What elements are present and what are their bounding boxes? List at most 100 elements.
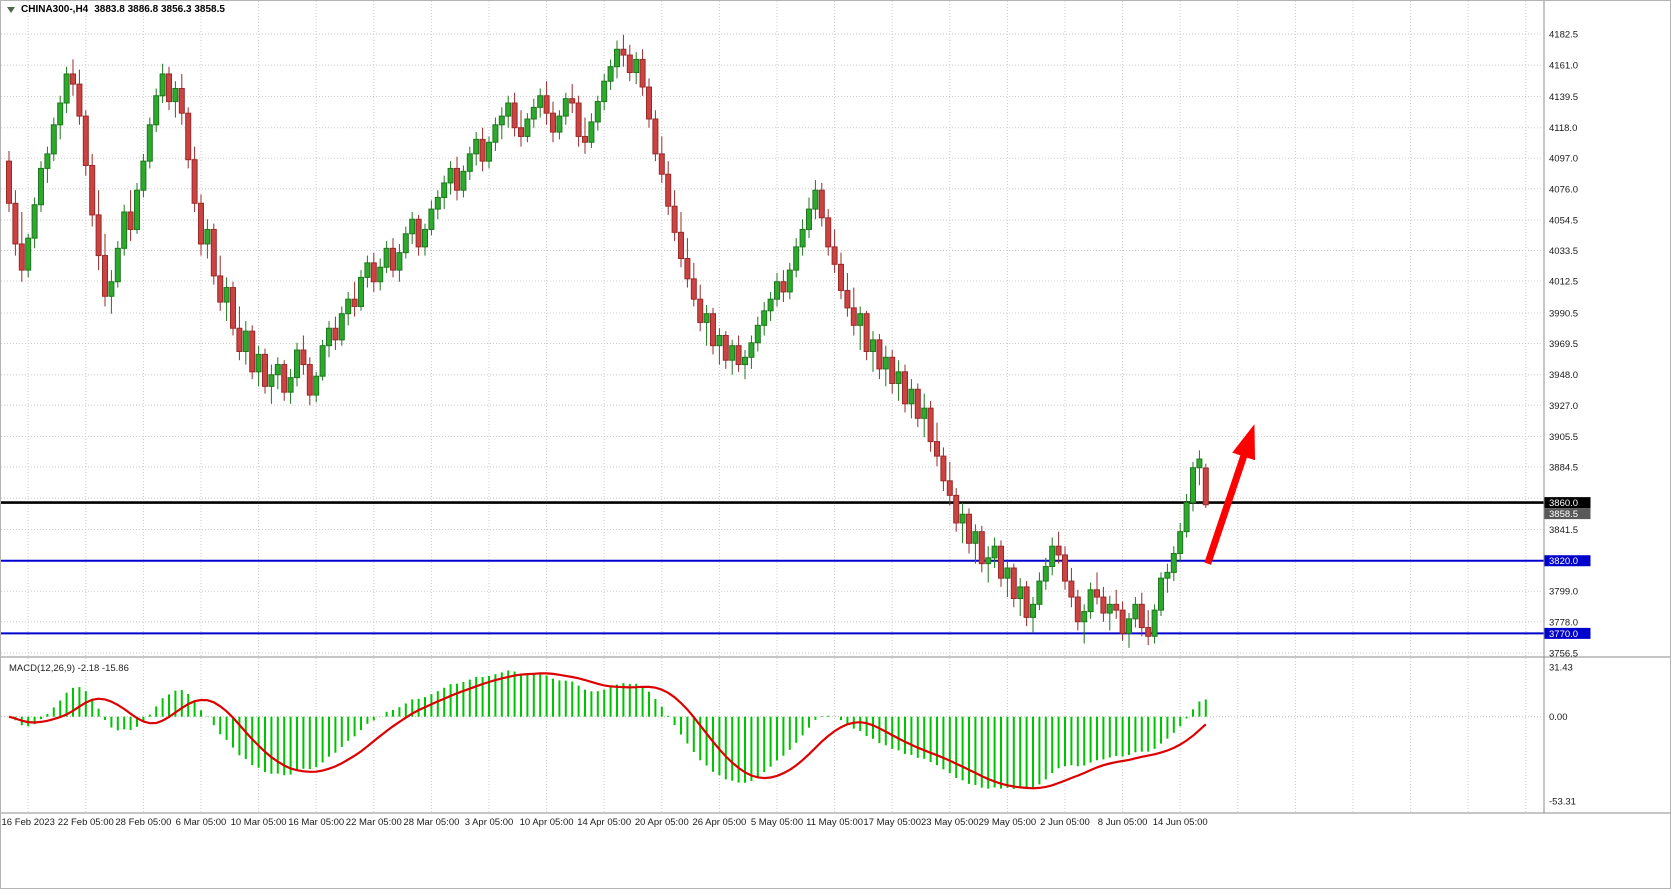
candle-body [1042,566,1049,582]
price-tick-label: 3778.0 [1549,617,1578,628]
candle-body [838,263,844,291]
candle-body [12,202,19,245]
candle-body [1138,603,1145,629]
date-label: 26 Apr 05:00 [692,817,746,828]
candle-body [332,327,339,341]
candle-body [159,73,166,97]
candle-body [134,189,140,230]
date-label: 16 Feb 2023 [2,817,55,828]
candle-body [319,345,326,377]
candle-body [511,102,518,129]
price-tag-label: 3860.0 [1549,498,1578,509]
price-tick-label: 4118.0 [1549,123,1577,134]
candle-body [1183,502,1190,533]
candle-body [607,66,614,82]
candle-body [198,202,204,245]
date-label: 3 Apr 05:00 [465,817,514,828]
candle-body [671,205,678,233]
candle-body [1126,618,1132,634]
candle-body [390,247,396,271]
candle-body [1202,467,1209,506]
price-tick-label: 3756.5 [1549,649,1578,660]
candle-body [364,262,371,278]
price-tick-label: 3841.5 [1549,525,1578,536]
candle-body [914,388,921,419]
price-axis[interactable] [1544,1,1671,813]
candle-body [114,247,121,283]
collapse-triangle-icon[interactable] [7,6,15,13]
macd-tick-label: 0.00 [1549,712,1568,723]
candle-body [63,73,70,104]
candle-body [70,73,76,85]
chart-plot-area[interactable] [1,1,1542,657]
candle-body [1177,531,1184,554]
price-tag-box [1544,508,1591,520]
trend-arrow-shaft[interactable] [1204,451,1249,565]
candle-body [959,513,966,524]
candle-body [1023,586,1030,618]
candle-body [25,237,32,271]
candle-body [185,112,192,161]
date-label: 14 Jun 05:00 [1153,817,1208,828]
candle-body [358,276,364,307]
candle-body [306,364,313,396]
candle-body [31,204,38,239]
date-label: 20 Apr 05:00 [635,817,689,828]
candle-body [575,102,582,137]
candle-body [806,208,812,230]
candlestick-series [6,34,1209,648]
candle-body [639,58,646,88]
candle-body [210,228,217,277]
candle-body [646,86,652,120]
candle-body [1017,586,1024,600]
candle-body [498,115,505,126]
candle-body [633,58,640,74]
price-tag-label: 3820.0 [1549,556,1578,567]
candle-body [786,269,793,293]
candle-body [146,124,153,162]
date-label: 5 May 05:00 [751,817,803,828]
candle-body [281,364,288,393]
candle-body [703,313,710,323]
candle-body [166,73,172,103]
time-axis[interactable] [1,813,1671,889]
date-label: 28 Feb 05:00 [115,817,171,828]
price-tag-label: 3770.0 [1549,629,1578,640]
horizontal-level-lines[interactable] [1,501,1544,635]
candle-body [172,87,179,103]
macd-indicator-label: MACD(12,26,9) -2.18 -15.86 [9,663,129,674]
candle-body [50,124,57,155]
time-axis-labels: 16 Feb 202322 Feb 05:0028 Feb 05:00 6 Mar… [2,817,1208,828]
price-tags: 3860.03858.5 3820.0 3770.0 [1544,497,1591,640]
macd-tick-label: -53.31 [1549,796,1576,807]
candle-body [44,153,51,169]
candle-body [812,189,819,210]
date-label: 22 Mar 05:00 [346,817,402,828]
candle-body [38,167,44,206]
grid [1,1,1542,813]
candle-body [1094,589,1100,598]
date-label: 14 Apr 05:00 [577,817,631,828]
price-tick-label: 3990.5 [1549,308,1578,319]
date-label: 29 May 05:00 [979,817,1037,828]
trend-arrow-head[interactable] [1232,424,1256,461]
candle-body [383,247,390,268]
candle-body [1119,609,1126,634]
price-tick-label: 4139.5 [1549,92,1578,103]
candle-body [505,102,512,117]
macd-signal-line [8,672,1207,790]
candle-body [697,298,704,323]
candle-body [710,313,716,347]
price-tag-box [1544,555,1591,567]
candle-body [684,257,691,280]
price-tick-label: 4182.5 [1549,30,1578,41]
candle-body [1151,609,1158,637]
candle-body [582,135,588,143]
candle-body [255,353,262,373]
candle-body [761,310,768,326]
candle-body [620,48,627,56]
candle-body [518,127,524,137]
candle-body [434,196,441,210]
